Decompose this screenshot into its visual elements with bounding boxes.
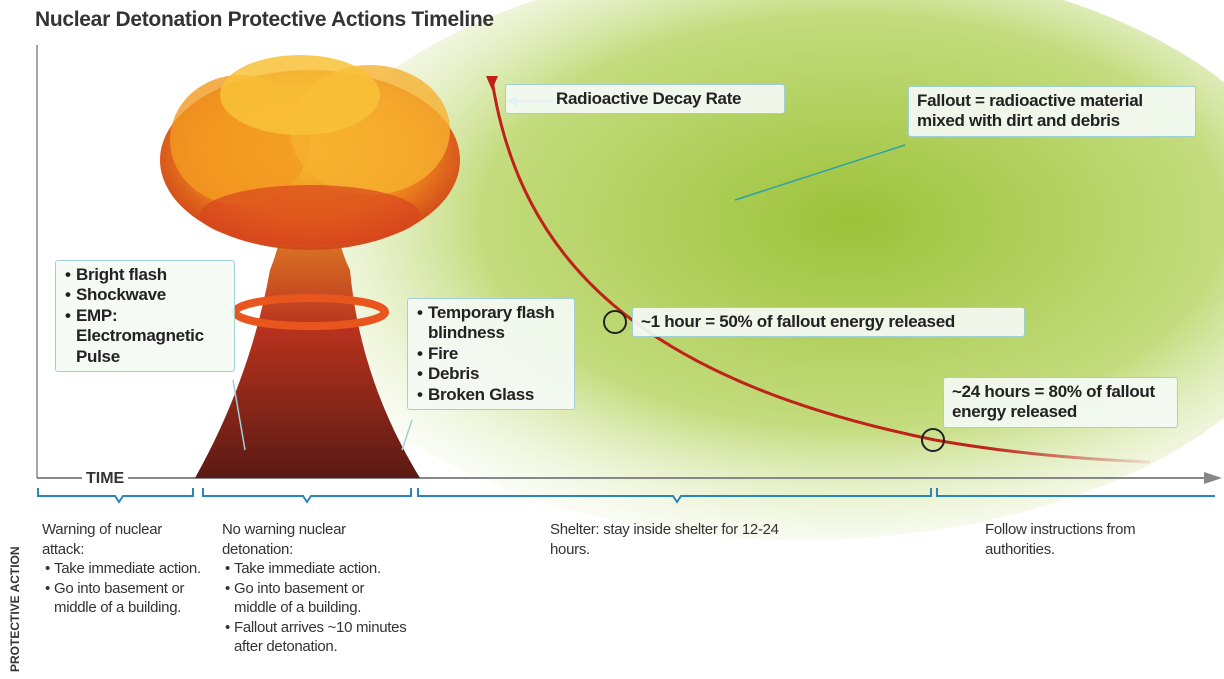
action-heading: Warning of nuclear attack: [42,520,207,559]
action-bullet: Take immediate action. [234,559,447,579]
marker-1-hour-label: ~1 hour = 50% of fallout energy released [632,307,1025,337]
action-column: No warning nuclear detonation: Take imme… [222,520,447,657]
effect: Temporary flash blindness [428,303,558,344]
cloud-puff [220,55,380,135]
action-column: Follow instructions from authorities. [985,520,1185,559]
secondary-effects-box: Temporary flash blindness Fire Debris Br… [407,298,575,410]
effect: Bright flash [76,265,226,285]
action-bullet: Take immediate action. [54,559,207,579]
page: Nuclear Detonation Protective Actions Ti… [0,0,1224,679]
period-brace [38,488,193,502]
effect: Shockwave [76,285,226,305]
initial-effects-box: Bright flash Shockwave EMP: Electromagne… [55,260,235,372]
marker-24-hours-label: ~24 hours = 80% of fallout energy releas… [943,377,1178,428]
axis-label: TIME [82,470,128,488]
cloud-puff [200,185,420,245]
action-bullet: Go into basement or middle of a building… [234,579,404,618]
effect: EMP: Electromagnetic Pulse [76,306,196,367]
fallout-label: Fallout = radioactive material mixed wit… [908,86,1196,137]
effect: Broken Glass [428,385,566,405]
action-bullet: Fallout arrives ~10 minutes after detona… [234,618,434,657]
action-heading: No warning nuclear detonation: [222,520,392,559]
decay-label: Radioactive Decay Rate [505,84,785,114]
action-heading: Follow instructions from authorities. [985,520,1185,559]
title: Nuclear Detonation Protective Actions Ti… [35,8,494,32]
action-column: Shelter: stay inside shelter for 12-24 h… [550,520,800,559]
effect: Fire [428,344,566,364]
axis-arrow [1204,472,1222,484]
period-brace [203,488,411,502]
action-column: Warning of nuclear attack: Take immediat… [42,520,207,618]
side-label: PROTECTIVE ACTION [8,546,22,672]
effect: Debris [428,364,566,384]
action-bullet: Go into basement or middle of a building… [54,579,207,618]
action-heading: Shelter: stay inside shelter for 12-24 h… [550,520,800,559]
